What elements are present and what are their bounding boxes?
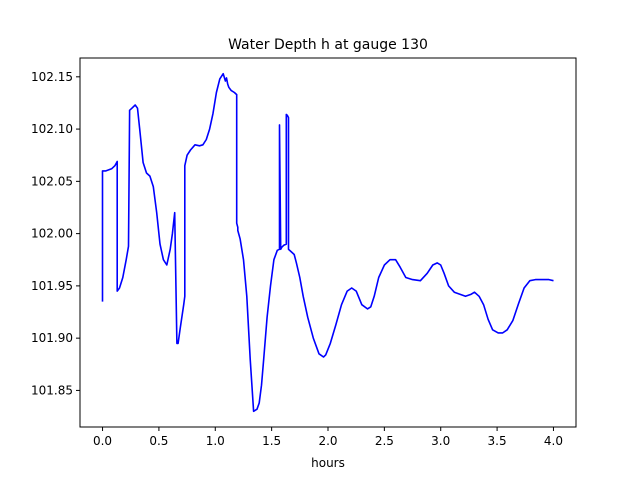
x-tick-label: 3.5	[488, 434, 507, 448]
x-axis-ticks: 0.0 0.5 1.0 1.5 2.0 2.5 3.0 3.5 4.0	[93, 427, 563, 448]
x-axis-label: hours	[311, 456, 345, 470]
y-tick-label: 102.10	[31, 122, 73, 136]
y-tick-label: 102.00	[31, 227, 73, 241]
y-tick-label: 102.15	[31, 70, 73, 84]
y-tick-label: 101.90	[31, 331, 73, 345]
y-tick-label: 101.85	[31, 383, 73, 397]
y-tick-label: 102.05	[31, 174, 73, 188]
x-tick-label: 2.0	[318, 434, 337, 448]
series-group	[101, 72, 554, 413]
x-tick-label: 1.0	[206, 434, 225, 448]
chart-title: Water Depth h at gauge 130	[228, 37, 428, 53]
x-tick-label: 1.5	[262, 434, 281, 448]
y-axis-ticks: 101.85 101.90 101.95 102.00 102.05 102.10 102.…	[31, 70, 80, 397]
x-tick-label: 0.5	[149, 434, 168, 448]
x-tick-label: 3.0	[431, 434, 450, 448]
x-tick-label: 2.5	[375, 434, 394, 448]
x-tick-label: 0.0	[93, 434, 112, 448]
x-tick-label: 4.0	[544, 434, 563, 448]
series-line-0	[101, 72, 554, 413]
plot-area	[79, 57, 577, 428]
axes-frame	[79, 57, 577, 428]
y-tick-label: 101.95	[31, 279, 73, 293]
